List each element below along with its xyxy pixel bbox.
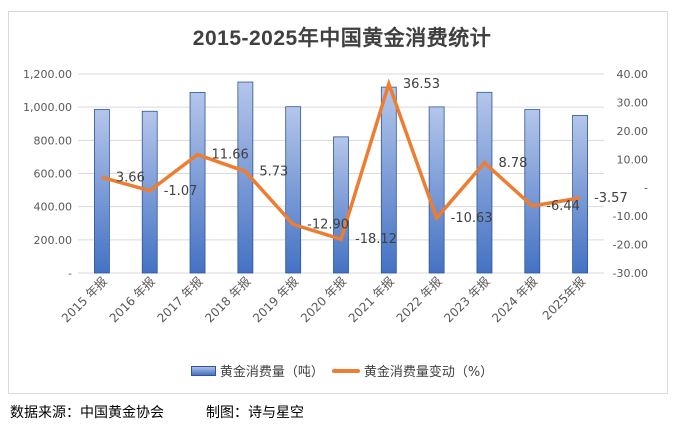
chart-title: 2015-2025年中国黄金消费统计	[192, 27, 492, 50]
author-note: 制图：诗与星空	[206, 405, 304, 421]
right-tick-label: -10.00	[613, 210, 648, 223]
footer: 数据来源：中国黄金协会 制图：诗与星空	[10, 402, 346, 422]
left-tick-label: 400.00	[34, 201, 73, 214]
line-series	[101, 78, 581, 242]
x-tick-label: 2024 年报	[489, 274, 541, 326]
data-label: -3.57	[594, 191, 628, 206]
x-tick-label: 2018 年报	[202, 274, 254, 326]
bar[interactable]	[189, 91, 206, 274]
x-tick-label: 2025年报	[539, 274, 588, 323]
legend-line-label: 黄金消费量变动（%）	[363, 365, 494, 380]
line-path[interactable]	[101, 78, 581, 242]
x-tick-label: 2022 年报	[393, 274, 445, 326]
right-tick-label: 20.00	[617, 125, 649, 138]
bar-series	[94, 81, 588, 274]
data-label: -12.90	[307, 217, 349, 232]
legend-item-bar[interactable]: 黄金消费量（吨）	[190, 361, 324, 380]
x-tick-label: 2020 年报	[297, 274, 349, 326]
bar[interactable]	[476, 91, 493, 274]
chart-frame	[8, 11, 668, 394]
source-note: 数据来源：中国黄金协会	[10, 405, 164, 421]
data-label: -6.44	[546, 199, 580, 214]
data-label: 8.78	[498, 156, 527, 171]
bar[interactable]	[333, 136, 349, 274]
bar[interactable]	[285, 106, 302, 274]
x-tick-label: 2021 年报	[345, 274, 397, 326]
bar[interactable]	[524, 109, 541, 274]
bar[interactable]	[428, 106, 445, 274]
left-tick-label: 1,000.00	[23, 101, 72, 114]
x-tick-label: 2019 年报	[249, 274, 301, 326]
line-swatch-icon	[331, 368, 360, 373]
bar-swatch-icon	[190, 365, 216, 376]
data-label: -10.63	[451, 211, 493, 226]
right-tick-label: 30.00	[617, 96, 649, 109]
left-tick-label: -	[68, 267, 72, 280]
right-tick-label: -30.00	[613, 267, 648, 280]
data-label: 36.53	[403, 77, 440, 92]
right-tick-label: -20.00	[613, 239, 648, 252]
legend-bar-label: 黄金消费量（吨）	[219, 365, 324, 380]
data-label: -1.07	[164, 184, 198, 199]
legend-item-line[interactable]: 黄金消费量变动（%）	[331, 361, 494, 380]
left-tick-label: 200.00	[34, 234, 73, 247]
data-labels: 3.66 -1.07 11.66 5.73 -12.90 -18.12 36.53 -10.6…	[116, 77, 628, 247]
data-label: 5.73	[259, 164, 288, 179]
x-tick-label: 2017 年报	[154, 274, 206, 326]
bar[interactable]	[94, 109, 110, 274]
left-tick-label: 600.00	[34, 168, 73, 181]
left-axis-ticks: - 200.00 400.00 600.00 800.00 1,000.00 1,200.0…	[23, 68, 72, 280]
x-tick-label: 2016 年报	[106, 274, 158, 326]
right-tick-label: 40.00	[617, 68, 649, 81]
x-tick-label: 2015 年报	[58, 274, 110, 326]
data-label: -18.12	[355, 232, 397, 247]
legend: 黄金消费量（吨） 黄金消费量变动（%）	[0, 361, 684, 380]
bar[interactable]	[572, 115, 588, 274]
left-tick-label: 800.00	[34, 134, 73, 147]
data-label: 11.66	[212, 148, 249, 163]
data-label: 3.66	[116, 170, 145, 185]
x-tick-label: 2023 年报	[441, 274, 493, 326]
right-tick-label: -	[644, 182, 648, 195]
left-tick-label: 1,200.00	[23, 68, 72, 81]
right-tick-label: 10.00	[617, 153, 649, 166]
plot-area: - 200.00 400.00 600.00 800.00 1,000.00 1,200.0…	[23, 68, 648, 326]
